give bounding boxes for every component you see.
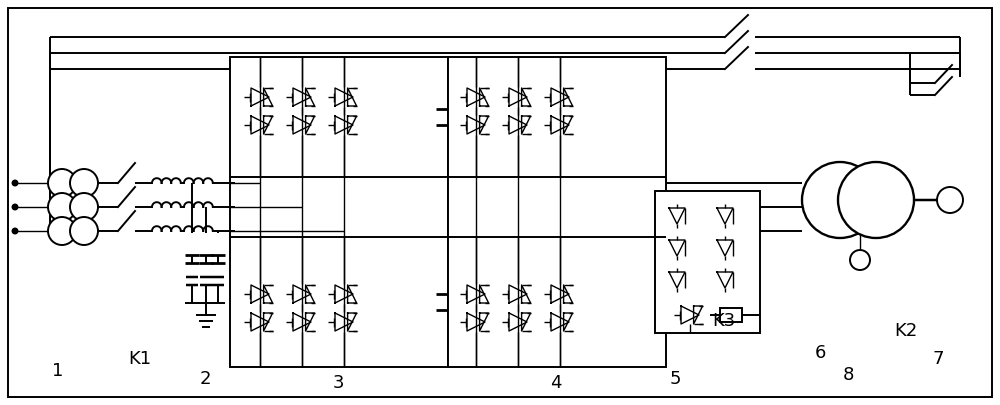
Circle shape: [70, 193, 98, 221]
Circle shape: [838, 162, 914, 238]
Circle shape: [12, 181, 18, 185]
Bar: [655, 191, 760, 333]
Circle shape: [48, 193, 76, 221]
Circle shape: [70, 169, 98, 197]
Circle shape: [48, 217, 76, 245]
Text: 3: 3: [332, 374, 344, 392]
Text: K3: K3: [712, 312, 736, 330]
Circle shape: [12, 228, 18, 234]
Bar: [230, 57, 448, 367]
Text: 5: 5: [669, 370, 681, 388]
Circle shape: [850, 250, 870, 270]
Circle shape: [48, 169, 76, 197]
Text: 4: 4: [550, 374, 562, 392]
Text: 2: 2: [199, 370, 211, 388]
Text: 8: 8: [842, 366, 854, 384]
Circle shape: [802, 162, 878, 238]
Circle shape: [70, 217, 98, 245]
Bar: [720, 308, 742, 322]
Text: 7: 7: [932, 350, 944, 368]
Circle shape: [937, 187, 963, 213]
Text: 1: 1: [52, 362, 64, 380]
Bar: [448, 57, 666, 367]
Circle shape: [12, 205, 18, 209]
Text: K2: K2: [894, 322, 918, 340]
Text: 6: 6: [814, 344, 826, 362]
Text: K1: K1: [128, 350, 152, 368]
